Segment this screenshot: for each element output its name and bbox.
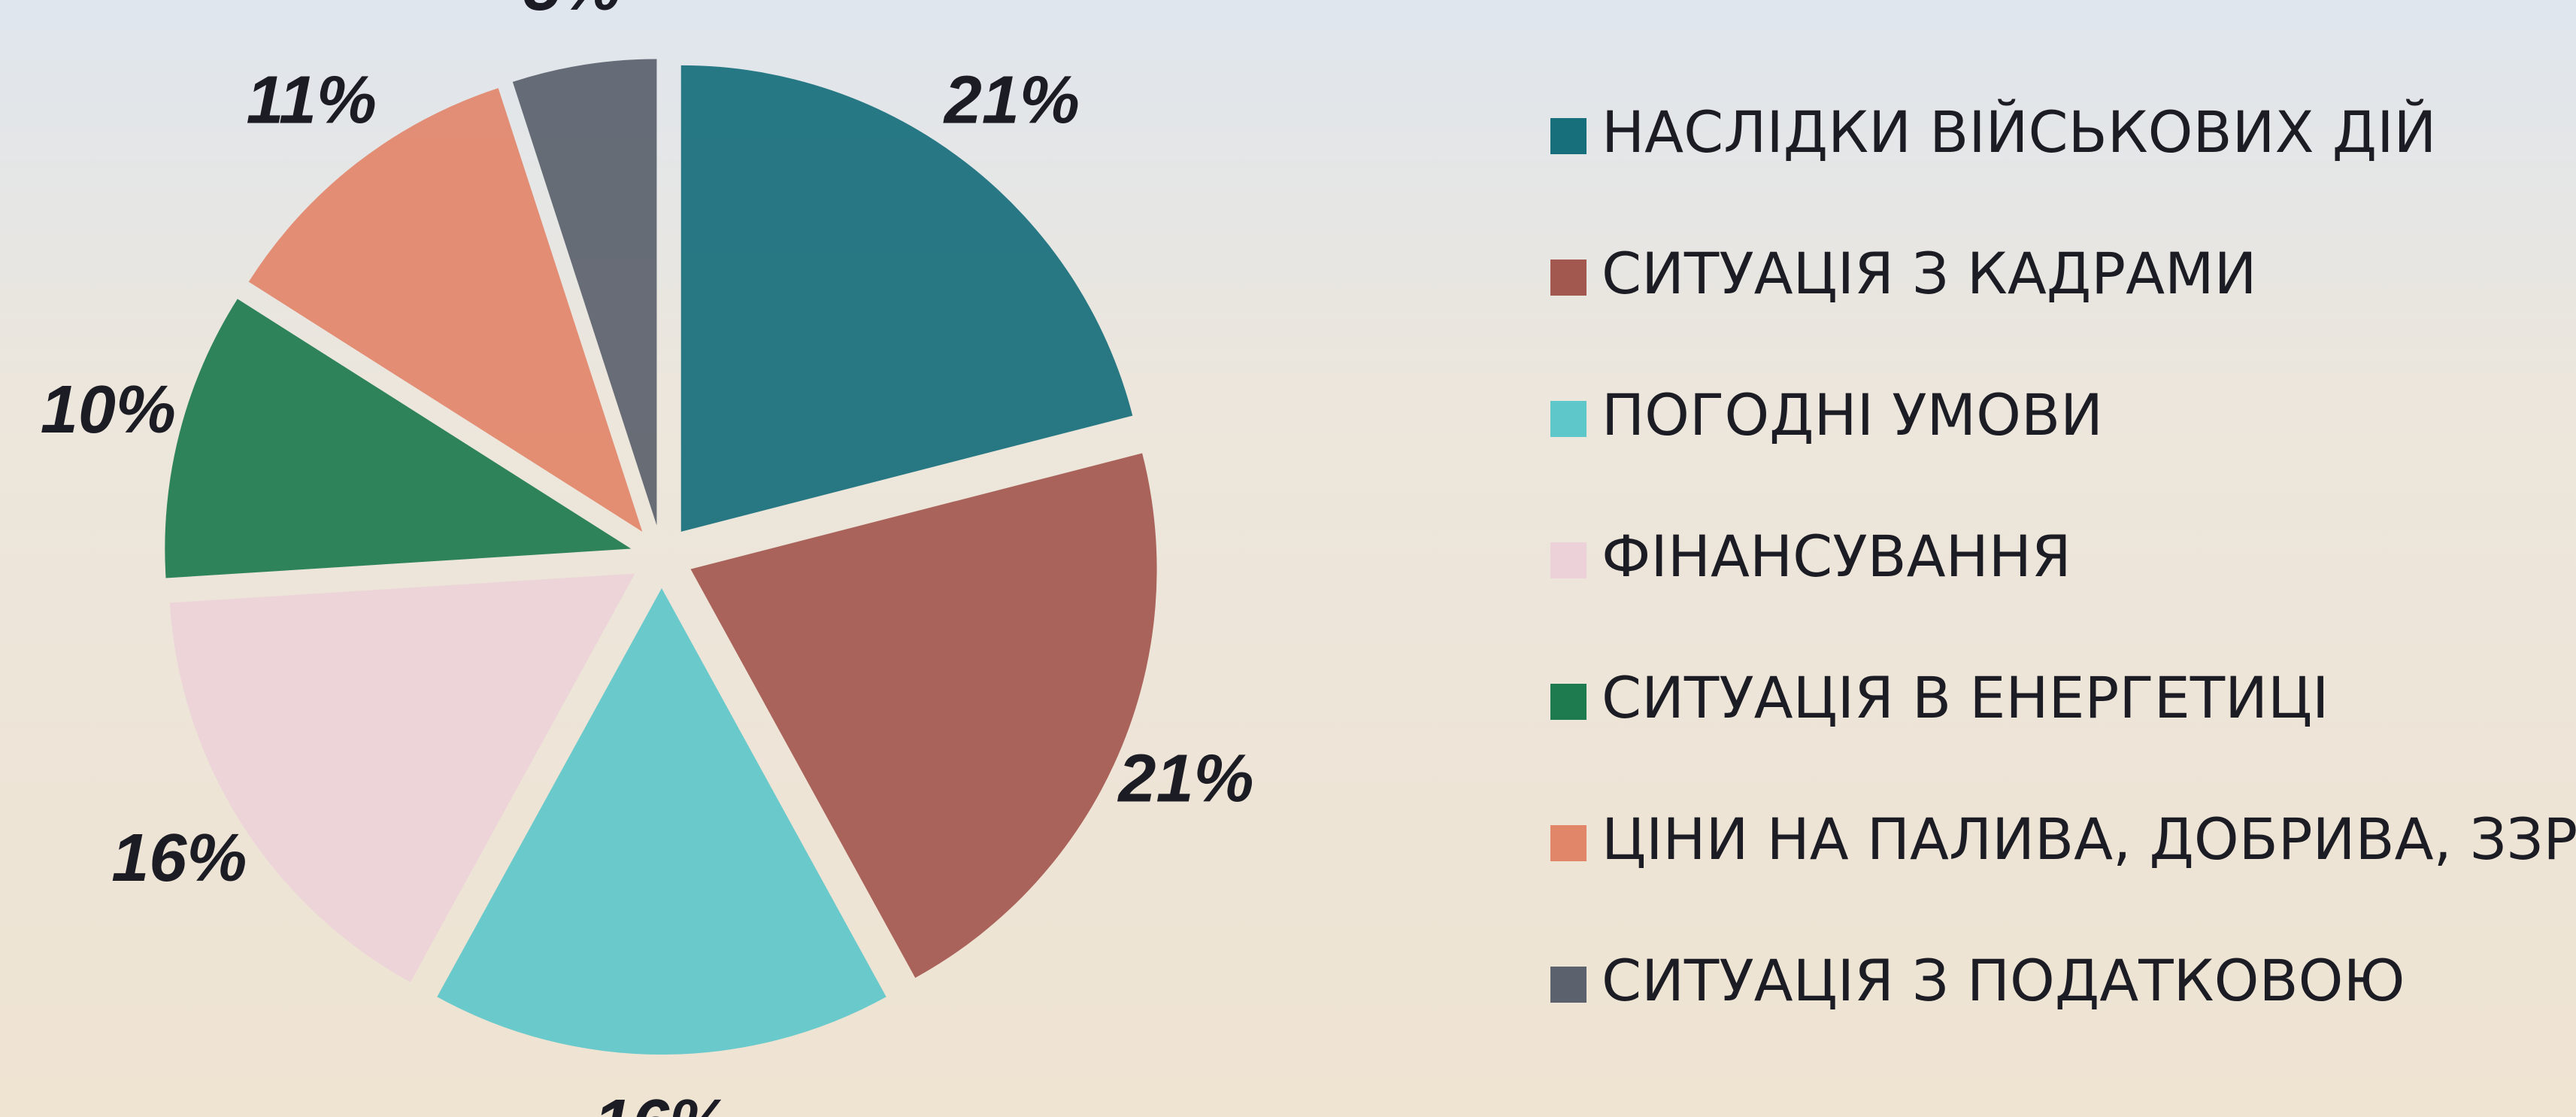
slice-label: 21% xyxy=(1117,742,1253,817)
legend-swatch xyxy=(1550,825,1587,861)
legend-label: СИТУАЦІЯ В ЕНЕРГЕТИЦІ xyxy=(1602,664,2329,731)
legend-label: ПОГОДНІ УМОВИ xyxy=(1602,381,2103,448)
legend-swatch xyxy=(1550,684,1587,720)
legend-label: ФІНАНСУВАННЯ xyxy=(1602,523,2071,590)
legend-label: НАСЛІДКИ ВІЙСЬКОВИХ ДІЙ xyxy=(1602,98,2436,165)
legend-swatch xyxy=(1550,260,1587,296)
slice-label: 5% xyxy=(523,0,621,25)
slice-label: 16% xyxy=(594,1086,729,1117)
chart: 21% 21% 16% 16% 10% 11% 5% НАСЛІДКИ ВІЙСЬКОВИХ … xyxy=(0,0,2576,1117)
slice-label: 16% xyxy=(111,821,247,896)
slice-label: 21% xyxy=(943,62,1080,138)
slice-label: 11% xyxy=(246,62,376,138)
legend-label: СИТУАЦІЯ З КАДРАМИ xyxy=(1602,240,2256,307)
legend-swatch xyxy=(1550,542,1587,578)
slice-label: 10% xyxy=(41,372,176,448)
legend-swatch xyxy=(1550,118,1587,154)
legend-swatch xyxy=(1550,967,1587,1003)
legend-swatch xyxy=(1550,401,1587,437)
legend-label: СИТУАЦІЯ З ПОДАТКОВОЮ xyxy=(1602,947,2405,1014)
legend-label: ЦІНИ НА ПАЛИВА, ДОБРИВА, ЗЗР xyxy=(1602,806,2576,873)
